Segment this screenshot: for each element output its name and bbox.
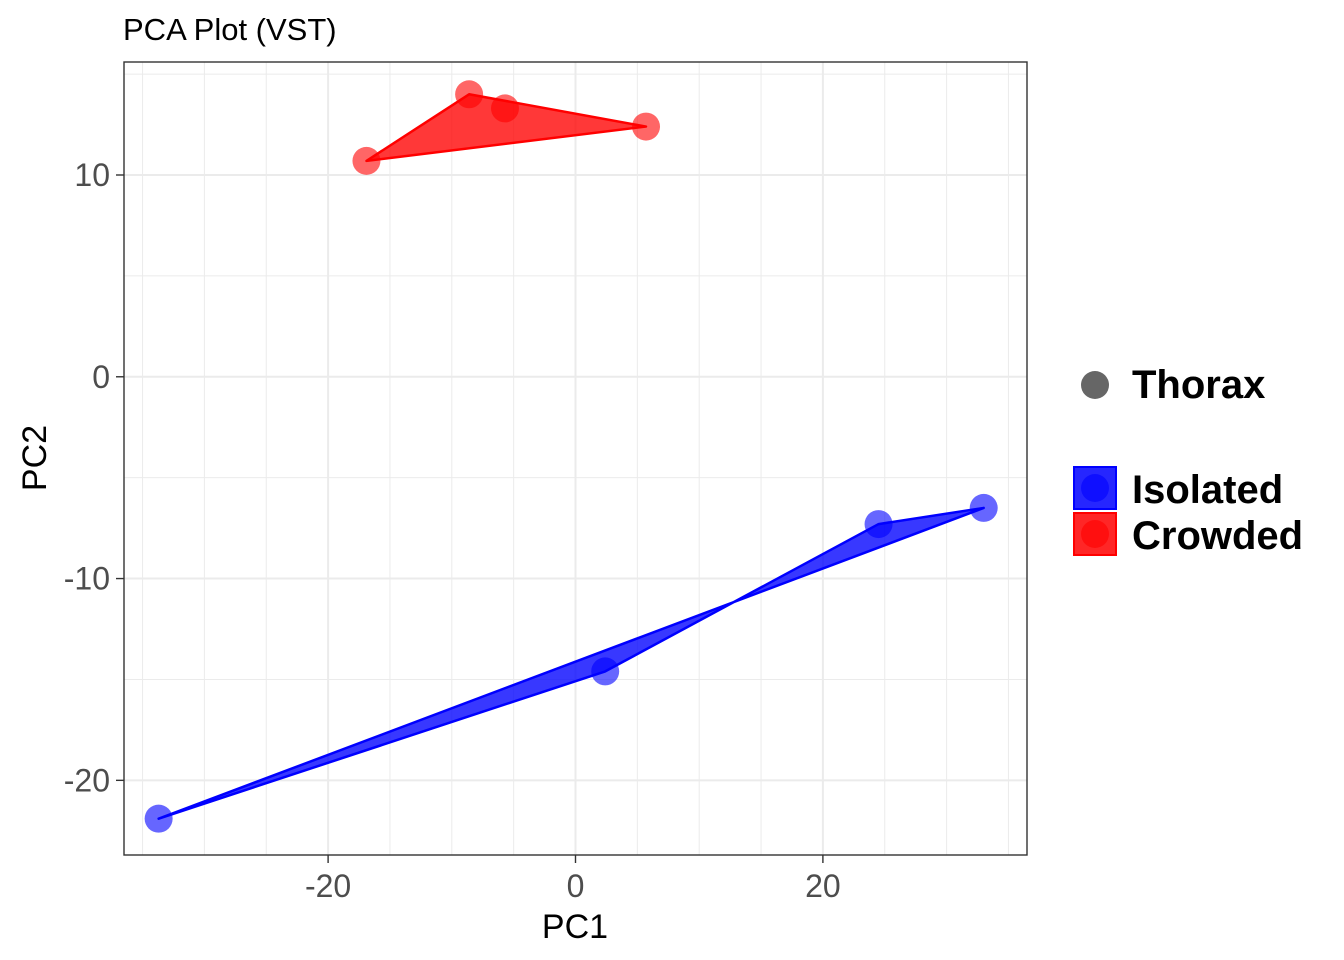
point-crowded [352,146,381,175]
y-tick-label: 0 [92,359,110,395]
point-isolated [144,804,173,833]
point-crowded [455,80,484,109]
axes: -20 0 20 -20 -10 0 10 [64,157,841,904]
point-isolated [969,493,998,522]
y-tick-label: 10 [74,157,110,193]
grid-lines [124,62,1027,855]
x-tick-label: -20 [305,868,351,904]
x-axis-title: PC1 [542,908,608,946]
chart-title: PCA Plot (VST) [123,12,337,47]
y-axis-title: PC2 [16,425,54,491]
thorax-legend-key [1081,371,1109,399]
point-crowded [632,112,661,141]
legend-label-crowded: Crowded [1132,514,1303,558]
x-tick-label: 20 [805,868,841,904]
point-isolated [591,657,620,686]
point-isolated [864,510,893,539]
y-tick-label: -10 [64,561,110,597]
hull-crowded [365,93,648,163]
thorax-legend-label: Thorax [1132,363,1265,407]
legend-key-point-crowded [1081,520,1109,548]
point-crowded [490,94,519,123]
data-points [144,80,998,833]
legend-label-isolated: Isolated [1132,468,1283,512]
x-tick-label: 0 [567,868,585,904]
y-tick-label: -20 [64,762,110,798]
legend-key-point-isolated [1081,474,1109,502]
